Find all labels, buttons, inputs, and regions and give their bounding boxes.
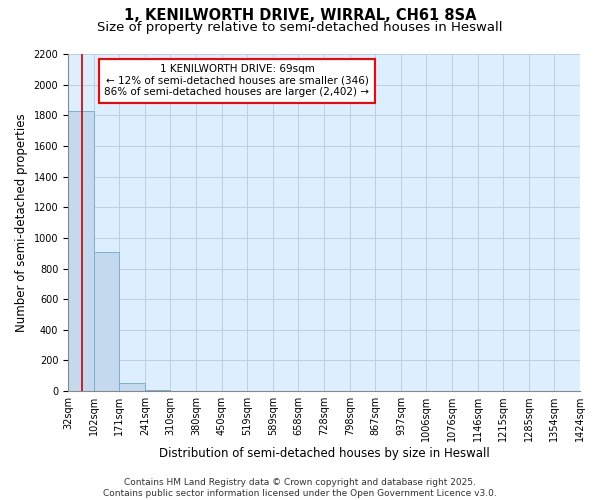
Bar bbox=[68, 110, 94, 391]
Text: 1, KENILWORTH DRIVE, WIRRAL, CH61 8SA: 1, KENILWORTH DRIVE, WIRRAL, CH61 8SA bbox=[124, 8, 476, 22]
Text: Contains HM Land Registry data © Crown copyright and database right 2025.
Contai: Contains HM Land Registry data © Crown c… bbox=[103, 478, 497, 498]
Text: 1 KENILWORTH DRIVE: 69sqm
← 12% of semi-detached houses are smaller (346)
86% of: 1 KENILWORTH DRIVE: 69sqm ← 12% of semi-… bbox=[104, 64, 370, 98]
Bar bbox=[145, 390, 170, 391]
Bar bbox=[94, 252, 119, 391]
Y-axis label: Number of semi-detached properties: Number of semi-detached properties bbox=[15, 113, 28, 332]
Text: Size of property relative to semi-detached houses in Heswall: Size of property relative to semi-detach… bbox=[97, 21, 503, 34]
Bar bbox=[119, 382, 145, 391]
X-axis label: Distribution of semi-detached houses by size in Heswall: Distribution of semi-detached houses by … bbox=[158, 447, 490, 460]
